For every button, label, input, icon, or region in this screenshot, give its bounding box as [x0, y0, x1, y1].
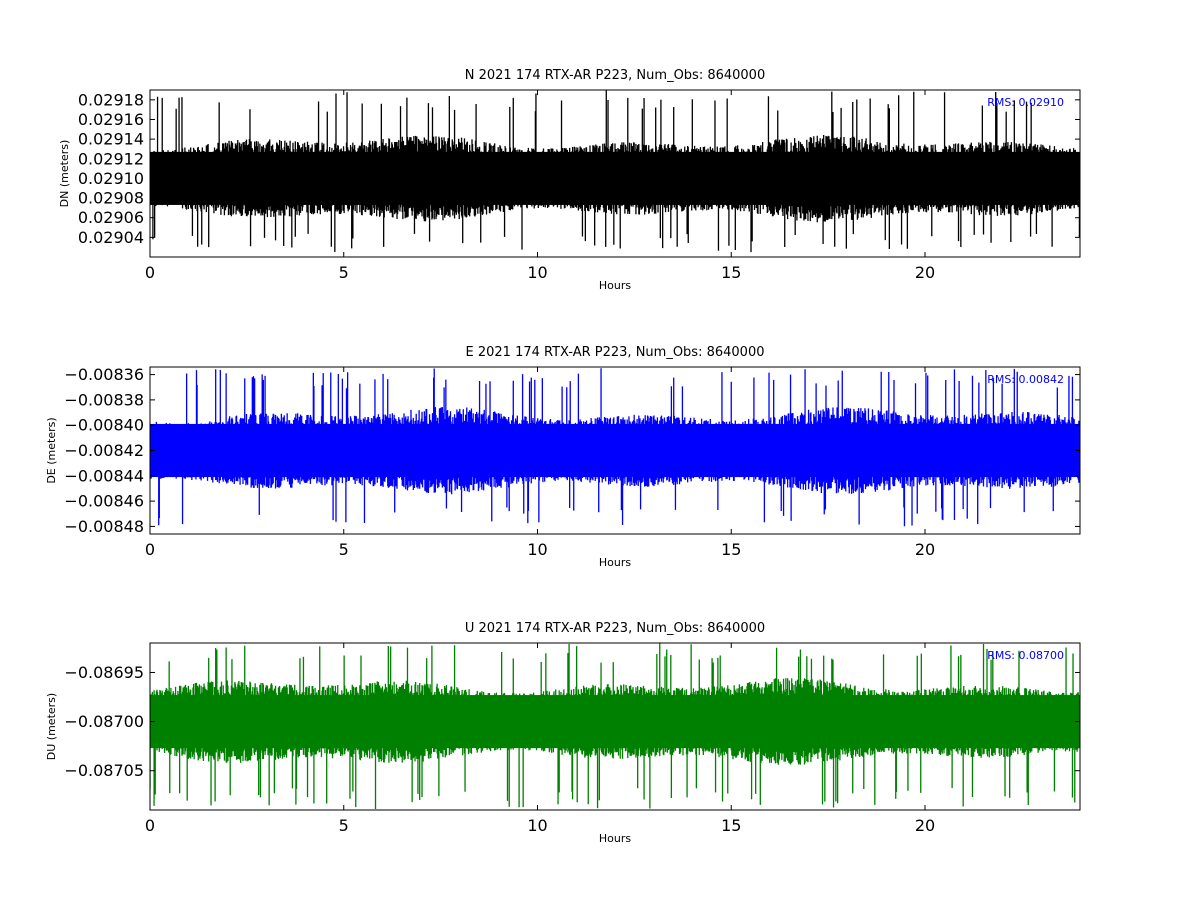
y-tick-label: −0.00844: [64, 466, 144, 485]
y-tick-label: 0.02912: [78, 149, 144, 168]
series-line-north: [150, 90, 1080, 253]
y-axis-label-up: DU (meters): [45, 693, 58, 760]
axes-frame-north: [149, 89, 1081, 258]
y-tick-label: −0.00836: [64, 365, 144, 384]
rms-annotation-east: RMS: 0.00842: [987, 373, 1064, 386]
x-tick-label: 10: [527, 816, 547, 835]
chart-title-north: N 2021 174 RTX-AR P223, Num_Obs: 8640000: [465, 68, 765, 83]
y-tick-label: 0.02910: [78, 169, 144, 188]
panels: 0 5 10 15 200.029040.029060.029080.029100.02…: [45, 68, 1081, 845]
panel-north: 0 5 10 15 200.029040.029060.029080.029100.02…: [58, 68, 1081, 292]
y-tick-label: 0.02914: [78, 130, 144, 149]
series-line-up: [150, 643, 1080, 809]
x-axis-label-east: Hours: [599, 556, 631, 569]
rms-annotation-up: RMS: 0.08700: [987, 649, 1064, 662]
x-tick-label: 10: [527, 263, 547, 282]
x-tick-label: 10: [527, 540, 547, 559]
x-tick-label: 0: [145, 263, 155, 282]
x-tick-label: 5: [339, 540, 349, 559]
x-tick-label: 15: [721, 540, 741, 559]
x-tick-label: 0: [145, 540, 155, 559]
x-axis-label-up: Hours: [599, 832, 631, 845]
y-tick-label: −0.08700: [64, 712, 144, 731]
y-tick-label: −0.08695: [64, 663, 144, 682]
y-tick-label: −0.00842: [64, 441, 144, 460]
y-tick-label: 0.02908: [78, 189, 144, 208]
y-tick-label: −0.00840: [64, 416, 144, 435]
x-tick-label: 20: [915, 263, 935, 282]
y-tick-label: 0.02904: [78, 228, 144, 247]
y-tick-label: −0.00846: [64, 492, 144, 511]
y-tick-label: 0.02916: [78, 110, 144, 129]
series-line-east: [150, 368, 1080, 527]
y-tick-label: 0.02906: [78, 208, 144, 227]
y-tick-label: −0.00848: [64, 517, 144, 536]
x-axis-label-north: Hours: [599, 279, 631, 292]
y-tick-label: 0.02918: [78, 90, 144, 109]
x-tick-label: 20: [915, 540, 935, 559]
y-tick-label: −0.00838: [64, 390, 144, 409]
axes-frame-up: [149, 642, 1081, 811]
x-tick-label: 20: [915, 816, 935, 835]
panel-up: 0 5 10 15 20 −0.08705 −0.08700 −0.08695 U 2021 1…: [45, 621, 1081, 845]
chart-title-up: U 2021 174 RTX-AR P223, Num_Obs: 8640000: [465, 621, 765, 636]
x-tick-label: 5: [339, 263, 349, 282]
x-tick-label: 15: [721, 263, 741, 282]
y-axis-label-east: DE (meters): [45, 417, 58, 483]
chart-title-east: E 2021 174 RTX-AR P223, Num_Obs: 8640000: [466, 345, 765, 360]
x-tick-label: 0: [145, 816, 155, 835]
x-tick-label: 15: [721, 816, 741, 835]
x-tick-label: 5: [339, 816, 349, 835]
y-axis-label-north: DN (meters): [58, 140, 71, 208]
rms-annotation-north: RMS: 0.02910: [987, 96, 1064, 109]
y-tick-label: −0.08705: [64, 761, 144, 780]
panel-east: 0 5 10 15 20 −0.00848 −0.00846 −0.00844 −0.00842…: [45, 345, 1081, 569]
